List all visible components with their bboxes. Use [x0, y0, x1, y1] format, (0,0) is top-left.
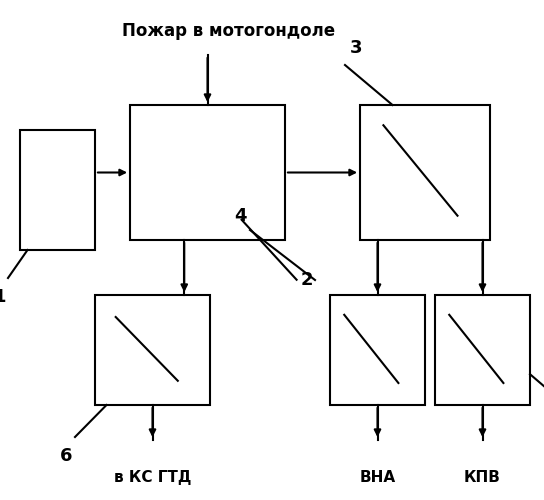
Text: 1: 1: [0, 288, 6, 306]
Bar: [330, 295, 425, 405]
Text: КПВ: КПВ: [464, 470, 501, 485]
Text: 4: 4: [234, 207, 247, 225]
Bar: [130, 105, 285, 240]
Text: 3: 3: [350, 39, 362, 57]
Bar: [95, 295, 210, 405]
Text: 6: 6: [59, 447, 72, 465]
Text: Пожар в мотогондоле: Пожар в мотогондоле: [122, 22, 335, 40]
Bar: [360, 105, 490, 240]
Text: ВНА: ВНА: [360, 470, 395, 485]
Bar: [20, 130, 95, 250]
Text: 2: 2: [301, 271, 313, 289]
Bar: [435, 295, 530, 405]
Text: в КС ГТД: в КС ГТД: [114, 470, 191, 485]
